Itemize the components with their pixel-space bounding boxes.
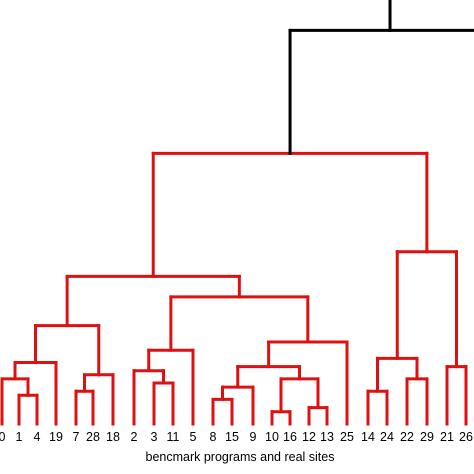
leaf-label-26: 26: [459, 430, 473, 444]
leaf-label-18: 18: [106, 430, 120, 444]
leaf-label-4: 4: [34, 430, 41, 444]
leaf-label-1: 1: [16, 430, 23, 444]
leaf-label-25: 25: [340, 430, 354, 444]
leaf-label-5: 5: [190, 430, 197, 444]
leaf-label-9: 9: [250, 430, 257, 444]
leaf-label-3: 3: [151, 430, 158, 444]
x-axis-label: bencmark programs and real sites: [146, 450, 335, 464]
leaf-label-13: 13: [320, 430, 334, 444]
leaf-label-16: 16: [283, 430, 297, 444]
leaf-label-11: 11: [167, 430, 180, 444]
dendrogram-links: [0, 0, 474, 426]
leaf-label-14: 14: [361, 430, 375, 444]
leaf-label-21: 21: [440, 430, 454, 444]
leaf-label-15: 15: [225, 430, 239, 444]
leaf-label-19: 19: [49, 430, 63, 444]
leaf-label-0: 0: [0, 430, 6, 444]
leaf-label-7: 7: [73, 430, 80, 444]
leaf-label-12: 12: [302, 430, 316, 444]
leaf-label-10: 10: [265, 430, 279, 444]
leaf-label-28: 28: [86, 430, 100, 444]
leaf-labels: 0 1 4 19 7 28 18 2 3 11 5 8 15 9 10 16 12 13 25 14 24 22 29 21 2…: [0, 430, 473, 444]
leaf-label-8: 8: [210, 430, 217, 444]
leaf-label-29: 29: [420, 430, 434, 444]
leaf-label-24: 24: [380, 430, 394, 444]
leaf-label-2: 2: [131, 430, 138, 444]
leaf-label-22: 22: [400, 430, 414, 444]
